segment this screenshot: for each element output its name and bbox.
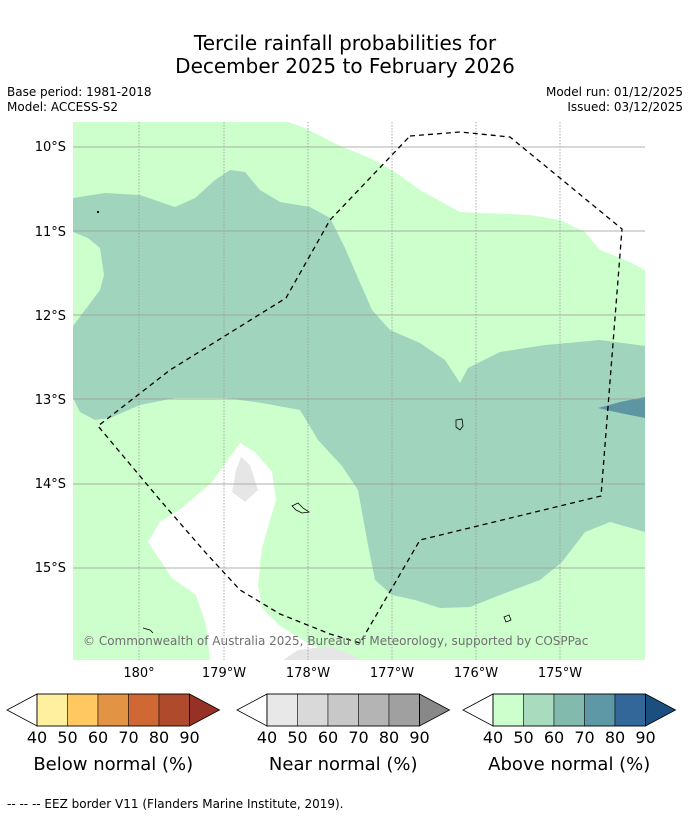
below-colorbar-segment: [97, 693, 129, 727]
probability-near-50-region: [232, 457, 258, 502]
island-dot: [96, 210, 100, 214]
lat-label-13s: 13°S: [35, 393, 66, 408]
near-colorbar-segment: [297, 693, 329, 727]
near-colorbar-segment: [266, 693, 298, 727]
above-colorbar-tick-label: 40: [483, 728, 503, 747]
above-colorbar-tick-label: 60: [544, 728, 564, 747]
lon-label-177w: 177°W: [370, 666, 414, 681]
near-colorbar-tick-label: 90: [409, 728, 429, 747]
below-colorbar-over-arrow: [189, 693, 221, 727]
base-period-label: Base period: 1981-2018: [7, 85, 152, 99]
island-north-atoll: [455, 418, 464, 431]
lon-label-176w: 176°W: [454, 666, 498, 681]
lat-label-12s: 12°S: [35, 309, 66, 324]
near-colorbar-over-arrow: [419, 693, 451, 727]
near-colorbar-segment: [327, 693, 359, 727]
near-colorbar-tick-label: 60: [318, 728, 338, 747]
above-colorbar-segment: [584, 693, 616, 727]
eez-source-note: -- -- -- EEZ border V11 (Flanders Marine…: [7, 797, 344, 811]
above-normal-colorbar: 40 50 60 70 80 90 Above normal (%): [462, 693, 677, 775]
lat-label-10s: 10°S: [35, 140, 66, 155]
legend-colorbars: 40 50 60 70 80 90 Below normal (%) 40 50 60 70 80 90…: [6, 693, 677, 775]
map-title: Tercile rainfall probabilities for Decem…: [0, 32, 690, 78]
island-south-atoll: [503, 614, 512, 623]
eez-border: [97, 131, 623, 644]
above-colorbar-under-arrow: [462, 693, 494, 727]
below-colorbar-segment: [128, 693, 160, 727]
below-colorbar-segment: [67, 693, 99, 727]
model-label: Model: ACCESS-S2: [7, 100, 119, 114]
lat-label-14s: 14°S: [35, 477, 66, 492]
map-plot-area: © Commonwealth of Australia 2025, Bureau…: [73, 122, 645, 660]
above-colorbar-tick-label: 90: [635, 728, 655, 747]
above-colorbar-tick-label: 70: [574, 728, 594, 747]
no-signal-region-north: [288, 122, 645, 270]
lon-label-180: 180°: [123, 666, 154, 681]
lon-label-179w: 179°W: [202, 666, 246, 681]
lat-label-15s: 15°S: [35, 561, 66, 576]
above-colorbar-segment: [614, 693, 646, 727]
below-colorbar-tick-label: 90: [179, 728, 199, 747]
island-outlines: [96, 210, 512, 634]
near-colorbar-under-arrow: [236, 693, 268, 727]
probability-near-50-region-south: [283, 646, 358, 660]
above-colorbar-label: Above normal (%): [488, 754, 650, 775]
probability-above-60-region: [598, 397, 645, 418]
longitude-labels: 180° 179°W 178°W 177°W 176°W 175°W: [123, 666, 582, 681]
near-colorbar-tick-label: 50: [287, 728, 307, 747]
model-run-label: Model run: 01/12/2025: [545, 85, 683, 99]
above-colorbar-segment: [492, 693, 524, 727]
below-colorbar-label: Below normal (%): [33, 754, 193, 775]
below-colorbar-segment: [36, 693, 68, 727]
below-colorbar-tick-label: 70: [118, 728, 138, 747]
below-colorbar-tick-label: 50: [57, 728, 77, 747]
graticule: [73, 122, 645, 660]
below-colorbar-segment: [158, 693, 190, 727]
below-colorbar-outline: [36, 693, 190, 727]
lon-label-175w: 175°W: [538, 666, 582, 681]
near-colorbar-outline: [266, 693, 420, 727]
below-colorbar-tick-label: 80: [149, 728, 169, 747]
island-reef: [142, 627, 154, 634]
copyright-notice: © Commonwealth of Australia 2025, Bureau…: [83, 634, 588, 648]
issued-label: Issued: 03/12/2025: [567, 100, 683, 114]
above-colorbar-tick-label: 50: [513, 728, 533, 747]
near-colorbar-tick-label: 40: [257, 728, 277, 747]
island-west-atoll: [291, 502, 311, 514]
lon-label-178w: 178°W: [286, 666, 330, 681]
lat-label-11s: 11°S: [35, 225, 66, 240]
near-colorbar-tick-label: 80: [379, 728, 399, 747]
title-line-1: Tercile rainfall probabilities for: [193, 31, 497, 55]
near-colorbar-tick-label: 70: [348, 728, 368, 747]
meta-right: Model run: 01/12/2025 Issued: 03/12/2025: [546, 85, 683, 115]
below-colorbar-tick-label: 60: [88, 728, 108, 747]
title-line-2: December 2025 to February 2026: [175, 54, 515, 78]
near-colorbar-segment: [358, 693, 390, 727]
below-normal-colorbar: 40 50 60 70 80 90 Below normal (%): [6, 693, 221, 775]
meta-left: Base period: 1981-2018 Model: ACCESS-S2: [7, 85, 152, 115]
above-colorbar-outline: [492, 693, 646, 727]
near-colorbar-label: Near normal (%): [269, 754, 418, 775]
no-signal-region-south: [148, 443, 345, 660]
probability-above-50-region: [73, 170, 645, 608]
above-colorbar-segment: [523, 693, 555, 727]
near-normal-colorbar: 40 50 60 70 80 90 Near normal (%): [236, 693, 451, 775]
below-colorbar-tick-label: 40: [27, 728, 47, 747]
below-colorbar-under-arrow: [6, 693, 38, 727]
above-colorbar-tick-label: 80: [605, 728, 625, 747]
above-colorbar-over-arrow: [645, 693, 677, 727]
near-colorbar-segment: [388, 693, 420, 727]
above-colorbar-segment: [553, 693, 585, 727]
latitude-labels: 10°S 11°S 12°S 13°S 14°S 15°S: [35, 140, 66, 576]
